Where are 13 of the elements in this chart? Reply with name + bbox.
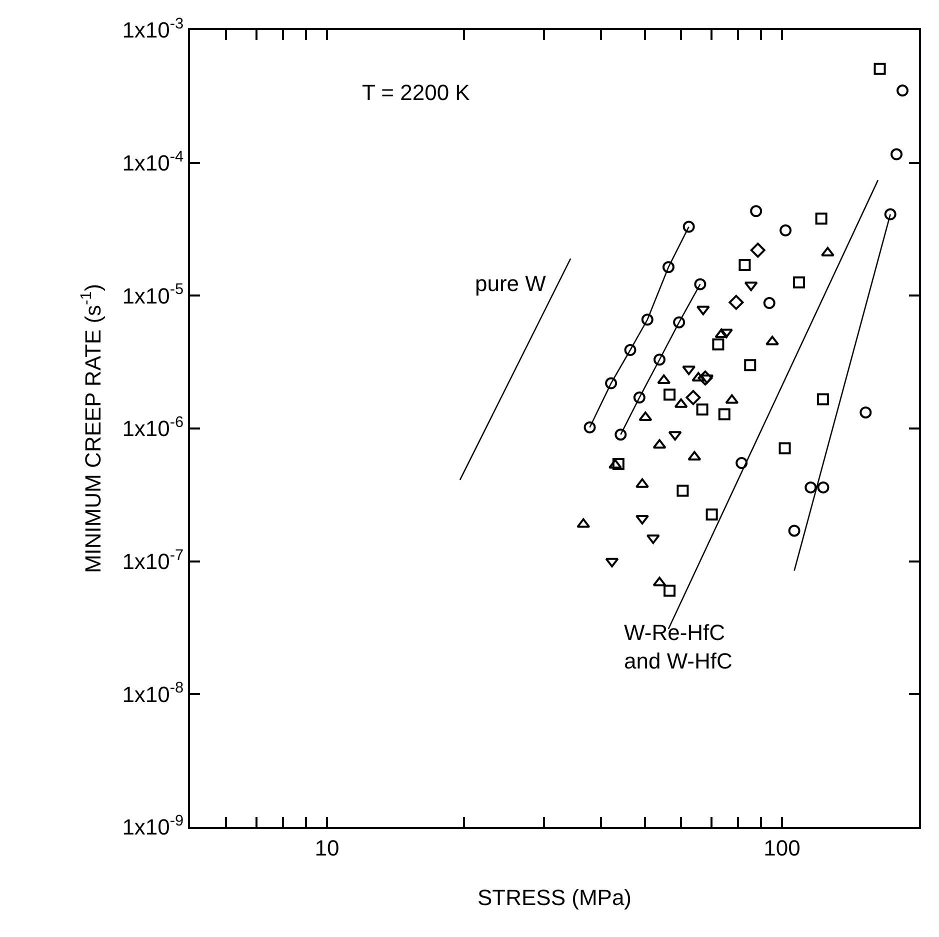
x-tick-label: 100: [764, 835, 800, 860]
y-tick-label: 1x10$^{-5}$: [122, 281, 184, 308]
annotation: pure W: [475, 271, 546, 296]
y-tick-label: 1x10$^{-8}$: [122, 680, 184, 707]
x-axis-title: STRESS (MPa): [477, 884, 632, 910]
annotation: T = 2200 K: [362, 80, 470, 105]
annotation: W-Re-HfC and W-HfC: [624, 620, 733, 674]
y-tick-label: 1x10$^{-4}$: [122, 148, 184, 176]
y-tick-label: 1x10$^{-7}$: [122, 546, 184, 574]
x-tick-label: 10: [314, 835, 340, 860]
y-tick-label: 1x10$^{-3}$: [122, 15, 184, 43]
y-tick-label: 1x10$^{-6}$: [122, 414, 184, 442]
y-tick-label: 1x10$^{-9}$: [122, 812, 184, 840]
